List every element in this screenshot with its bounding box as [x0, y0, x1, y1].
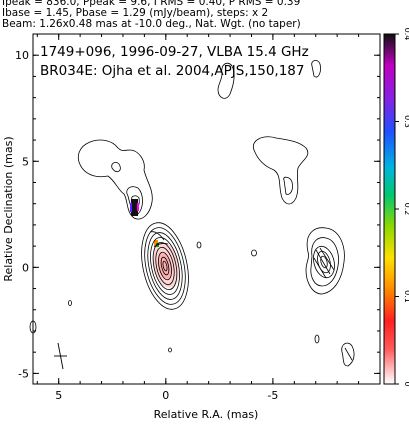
small-contour — [68, 300, 72, 306]
west-component-contour — [305, 227, 345, 295]
plot-area — [32, 33, 381, 385]
colorbar-tick-label: 0.1 — [403, 290, 409, 303]
north-blob-contour — [217, 62, 235, 99]
core-contour — [158, 251, 172, 281]
core-contour — [141, 222, 189, 310]
colorbar-tick-label: 0.3 — [403, 115, 409, 128]
small-contour — [168, 347, 172, 353]
west-component-contours — [305, 227, 345, 295]
contour-map — [29, 60, 355, 367]
annotation-reference-line: BR034E: Ojha et al. 2004,APJS,150,187 — [40, 63, 304, 79]
header-line-2: Ibase = 1.45, Pbase = 1.29 (mJy/beam), s… — [2, 7, 269, 19]
small-contour-vector — [344, 347, 353, 361]
colorbar-gradient — [383, 33, 396, 385]
small-contour — [29, 320, 37, 334]
west-component-contour — [313, 245, 335, 279]
core-contour — [160, 256, 170, 276]
y-tick-label: 0 — [22, 261, 29, 274]
small-contour — [314, 334, 320, 344]
header-line-3: Beam: 1.26x0.48 mas at -10.0 deg., Nat. … — [2, 18, 301, 30]
east-lobe-contour — [77, 139, 153, 220]
beam-major-axis — [57, 342, 64, 370]
core-contour — [150, 237, 180, 295]
east-lobe-polarization-magenta — [137, 203, 139, 211]
x-tick-label: 5 — [55, 389, 62, 402]
colorbar-ticks: 0 0.1 0.2 0.3 0.4 — [395, 28, 409, 387]
core-contour-extension — [149, 231, 169, 248]
colorbar: 0 0.1 0.2 0.3 0.4 — [383, 28, 409, 387]
core-contour — [144, 227, 186, 305]
x-tick-label: -5 — [267, 389, 278, 402]
east-lobe-polarization-dark — [131, 199, 138, 216]
plot-frame — [32, 33, 381, 385]
west-component-contour — [320, 255, 328, 269]
west-lobe-contour — [252, 136, 309, 205]
colorbar-tick-label: 0.2 — [403, 203, 409, 216]
x-axis-label: Relative R.A. (mas) — [154, 408, 259, 421]
y-tick-label: 5 — [22, 155, 29, 168]
small-contour — [196, 241, 202, 249]
x-tick-label: 0 — [162, 389, 169, 402]
header-line-1: Ipeak = 836.0, Ppeak = 9.6, I RMS = 0.40… — [2, 0, 301, 8]
core-contour — [155, 246, 175, 286]
north-west-blob-contour — [311, 60, 321, 78]
small-contour — [251, 249, 257, 257]
y-axis: 10 5 0 -5 — [15, 33, 380, 380]
west-lobe-inner-contour — [283, 176, 293, 195]
core-contour — [162, 260, 168, 272]
annotation-source-line: 1749+096, 1996-09-27, VLBA 15.4 GHz — [40, 44, 309, 60]
y-tick-label: 10 — [15, 49, 29, 62]
beam-cross — [54, 342, 67, 370]
y-tick-label: -5 — [18, 367, 29, 380]
colorbar-tick-label: 0 — [403, 381, 409, 386]
west-component-vectors — [313, 247, 335, 279]
east-lobe-polarization-blue — [130, 203, 132, 212]
core-contour — [152, 242, 178, 290]
x-axis: 5 0 -5 — [36, 34, 381, 402]
core-contours — [141, 222, 189, 310]
core-contour — [147, 232, 183, 300]
small-contour — [341, 342, 355, 367]
colorbar-tick-label: 0.4 — [403, 28, 409, 41]
west-component-contour — [310, 237, 339, 287]
west-component-contour — [317, 250, 331, 274]
y-axis-label: Relative Declination (mas) — [2, 136, 15, 281]
east-lobe-small-contour — [111, 162, 121, 172]
